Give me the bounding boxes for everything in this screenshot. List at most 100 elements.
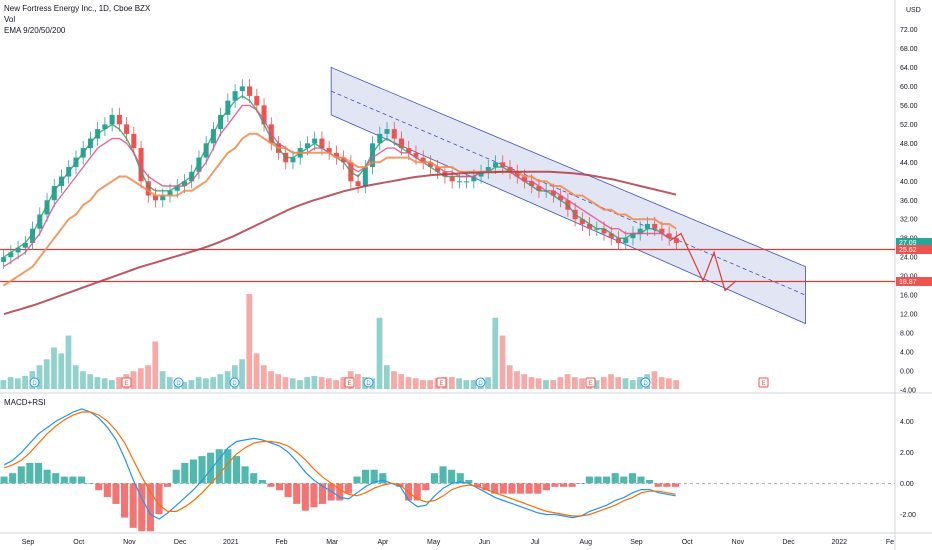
macd-histogram-bar: [568, 483, 576, 487]
channel-midline: [330, 90, 806, 296]
macd-histogram-bar: [69, 476, 77, 484]
candle-body: [239, 86, 245, 92]
macd-histogram-bar: [663, 483, 671, 487]
time-tick-label: Oct: [682, 539, 693, 546]
volume-bar: [637, 377, 643, 389]
macd-histogram-bar: [86, 483, 94, 484]
candle-body: [514, 171, 520, 177]
volume-bar: [622, 378, 629, 389]
macd-histogram-bar: [551, 483, 559, 487]
macd-histogram-bar: [129, 483, 137, 528]
event-marker: [758, 377, 769, 388]
event-marker-label: E: [588, 381, 592, 387]
macd-histogram-bar: [77, 476, 86, 484]
volume-bar: [94, 377, 101, 389]
candle-body: [326, 148, 332, 153]
ema-line-0: [3, 95, 677, 258]
candle-body: [109, 114, 115, 125]
macd-histogram-bar: [491, 483, 499, 494]
volume-bar: [354, 374, 361, 389]
volume-bar: [22, 375, 28, 389]
event-marker: [585, 377, 596, 388]
macd-histogram-bar: [620, 476, 628, 484]
candle-body: [153, 195, 159, 201]
price-tag: [896, 244, 932, 254]
volume-bar: [615, 377, 622, 389]
volume-legend: Vol: [4, 15, 16, 24]
candle-body: [623, 238, 629, 243]
candle-body: [666, 233, 672, 239]
projection-path: [669, 232, 737, 292]
macd-histogram-bar: [585, 476, 593, 484]
volume-bar: [506, 365, 513, 389]
price-tick-label: 60.00: [900, 84, 918, 91]
candle-body: [558, 195, 564, 201]
volume-bar: [629, 380, 636, 389]
volume-bar: [217, 374, 224, 389]
candle-body: [355, 181, 361, 187]
candle-body: [500, 162, 506, 168]
macd-histogram-bar: [594, 476, 602, 484]
candle-body: [391, 129, 397, 139]
event-marker-label: E: [761, 381, 765, 387]
macd-histogram-bar: [353, 476, 361, 484]
candle-body: [536, 186, 542, 191]
time-tick-label: Feb: [275, 539, 287, 546]
macd-histogram-bar: [508, 483, 516, 494]
candle-body: [644, 223, 650, 229]
event-marker: [475, 377, 486, 388]
macd-histogram-bar: [534, 483, 542, 494]
candle-body: [471, 176, 477, 182]
price-tag-label: 27.09: [899, 240, 917, 247]
candle-body: [493, 162, 499, 168]
macd-histogram-bar: [198, 456, 206, 484]
time-tick-label: Sep: [22, 539, 35, 546]
macd-histogram-bar: [422, 483, 430, 491]
price-tick-label: 8.00: [900, 331, 914, 338]
event-marker-label: E: [347, 381, 351, 387]
candle-body: [384, 129, 390, 134]
candle-body: [116, 114, 122, 125]
volume-bar: [463, 380, 470, 389]
macd-histogram-bar: [362, 469, 370, 484]
macd-histogram-bar: [310, 483, 318, 508]
ema-line-3: [3, 170, 677, 316]
macd-histogram-bar: [516, 483, 525, 494]
volume-bar: [159, 371, 166, 389]
macd-histogram-bar: [9, 473, 17, 484]
volume-bar: [499, 335, 506, 389]
volume-bar: [109, 380, 115, 389]
macd-histogram-bar: [499, 483, 507, 494]
candle-body: [435, 167, 441, 172]
candle-body: [521, 176, 527, 182]
candle-body: [601, 228, 607, 234]
volume-bar: [485, 377, 491, 389]
price-tick-label: 64.00: [900, 65, 918, 72]
volume-bar: [528, 377, 535, 389]
volume-bar: [383, 365, 390, 389]
time-tick-label: Dec: [782, 539, 795, 546]
chart-title: New Fortress Energy Inc., 1D, Cboe BZX: [4, 4, 151, 13]
macd-histogram-bar: [26, 462, 34, 484]
macd-histogram-bar: [181, 462, 189, 484]
volume-bar: [14, 378, 21, 389]
candle-body: [449, 176, 455, 182]
candle-body: [319, 138, 325, 149]
candle-body: [615, 238, 622, 243]
candle-body: [312, 138, 318, 144]
event-marker: [344, 377, 355, 388]
macd-histogram-bar: [611, 473, 619, 484]
candle-body: [203, 143, 209, 158]
volume-bar: [398, 374, 405, 389]
macd-histogram-bar: [465, 479, 473, 484]
macd-histogram-bar: [164, 483, 172, 487]
macd-histogram-bar: [138, 483, 146, 532]
candle-body: [290, 157, 296, 163]
volume-bar: [65, 335, 72, 389]
time-tick-label: Jul: [531, 539, 540, 546]
price-tag: [896, 277, 932, 287]
volume-bar: [87, 374, 94, 389]
macd-tick-label: 2.00: [900, 450, 914, 457]
